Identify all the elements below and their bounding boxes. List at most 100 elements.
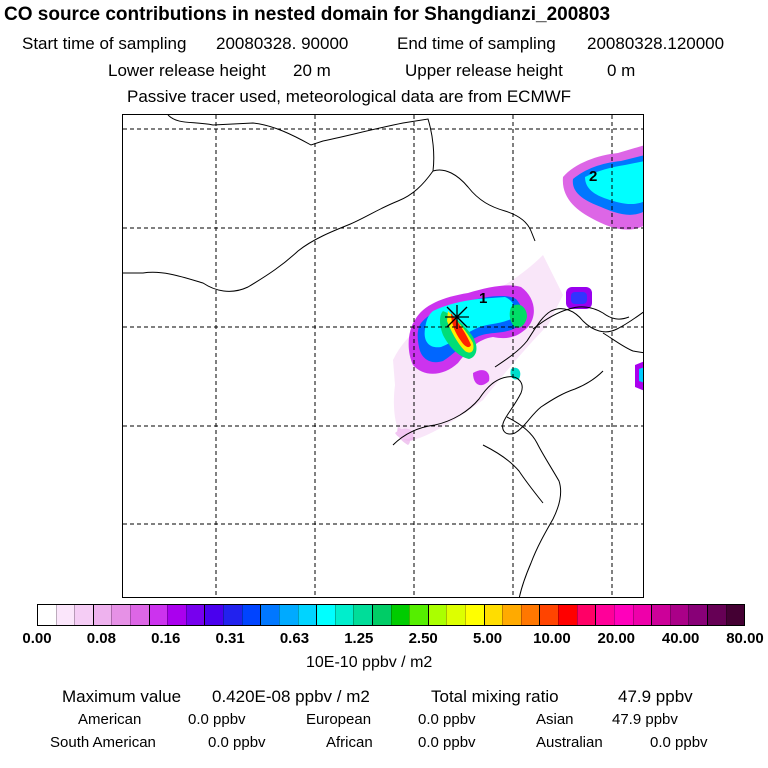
tracer-note: Passive tracer used, meteorological data… <box>127 87 572 106</box>
colorbar-segment <box>111 605 131 625</box>
figure-title: CO source contributions in nested domain… <box>4 4 611 25</box>
region-value-american: 0.0 ppbv <box>188 711 246 728</box>
colorbar-segment <box>167 605 186 625</box>
map-panel: 1 2 <box>122 114 644 598</box>
region-value-australian: 0.0 ppbv <box>650 734 708 751</box>
mongolia-border <box>123 115 435 292</box>
colorbar-tick-label: 5.00 <box>472 630 503 647</box>
colorbar-segment <box>576 605 596 625</box>
colorbar-tick-label: 40.00 <box>661 630 700 647</box>
region-value-south-american: 0.0 ppbv <box>208 734 266 751</box>
borders-coastlines <box>123 115 643 597</box>
korea-coast <box>602 332 643 354</box>
colorbar-segment <box>204 605 224 625</box>
colorbar-segment <box>74 605 93 625</box>
source-label-1: 1 <box>479 290 487 307</box>
bohai-coast-north <box>392 370 604 446</box>
colorbar-segment <box>706 605 726 625</box>
colorbar-segment <box>409 605 428 625</box>
colorbar-segment <box>278 605 298 625</box>
lower-height-value: 20 m <box>293 61 331 80</box>
colorbar-segment <box>632 605 652 625</box>
plume-spot-a-inner <box>571 292 587 304</box>
inland-border <box>482 444 544 504</box>
end-time-label: End time of sampling <box>397 34 556 53</box>
colorbar-segment <box>185 605 205 625</box>
total-mixing-label: Total mixing ratio <box>431 687 559 706</box>
colorbar-segment <box>558 605 577 625</box>
colorbar-tick-label: 0.31 <box>215 630 245 647</box>
star-cross-icon <box>445 305 469 329</box>
plume-small-south <box>473 370 490 386</box>
colorbar-segment <box>148 605 168 625</box>
region-value-asian: 47.9 ppbv <box>612 711 678 728</box>
region-name-african: African <box>326 734 373 751</box>
max-value: 0.420E-08 ppbv / m2 <box>212 687 370 706</box>
region-name-american: American <box>78 711 142 728</box>
colorbar-segment <box>297 605 317 625</box>
plume-east-blob <box>509 304 527 328</box>
start-time-label: Start time of sampling <box>22 34 187 53</box>
lower-height-label: Lower release height <box>108 61 266 80</box>
colorbar-tick-label: 10.00 <box>533 630 571 647</box>
colorbar-segment <box>613 605 633 625</box>
colorbar <box>37 604 745 626</box>
colorbar-segment <box>483 605 503 625</box>
plume-pink-west <box>395 428 414 440</box>
colorbar-segment <box>223 605 242 625</box>
region-name-south-american: South American <box>50 734 156 751</box>
liaodong-coast <box>532 306 630 330</box>
colorbar-segment <box>353 605 372 625</box>
plume-core <box>451 313 471 348</box>
colorbar-tick-label: 0.63 <box>279 630 310 647</box>
colorbar-segment <box>539 605 559 625</box>
colorbar-tick-label: 2.50 <box>408 630 438 647</box>
colorbar-segment <box>260 605 279 625</box>
colorbar-segment <box>427 605 447 625</box>
colorbar-segment <box>316 605 335 625</box>
region-value-african: 0.0 ppbv <box>418 734 476 751</box>
shandong-coast <box>506 416 562 597</box>
upper-height-label: Upper release height <box>405 61 563 80</box>
colorbar-segment <box>334 605 354 625</box>
region-name-european: European <box>306 711 372 728</box>
colorbar-tick-label: 80.00 <box>726 630 764 647</box>
colorbar-segment <box>520 605 540 625</box>
colorbar-unit: 10E-10 ppbv / m2 <box>306 654 433 671</box>
colorbar-segment <box>55 605 75 625</box>
colorbar-segment <box>371 605 391 625</box>
plume-east-edge-inner <box>639 367 643 383</box>
plume-layer <box>393 145 643 445</box>
colorbar-segment <box>446 605 466 625</box>
colorbar-segment <box>390 605 410 625</box>
colorbar-segment <box>595 605 614 625</box>
nei-mongol-border <box>432 169 536 242</box>
colorbar-segment <box>502 605 521 625</box>
colorbar-segment <box>669 605 689 625</box>
colorbar-tick-label: 1.25 <box>344 630 374 647</box>
source-label-2: 2 <box>589 168 597 185</box>
plume-ne-cyan <box>585 161 643 205</box>
colorbar-tick-label: 20.00 <box>597 630 636 647</box>
colorbar-tick-label: 0.16 <box>151 630 181 647</box>
map-canvas: 1 2 <box>123 115 643 597</box>
colorbar-segment <box>38 605 56 625</box>
colorbar-segment <box>688 605 707 625</box>
max-value-label: Maximum value <box>62 687 182 706</box>
start-time-value: 20080328. 90000 <box>216 34 349 53</box>
upper-height-value: 0 m <box>607 61 636 80</box>
colorbar-segment <box>725 605 745 625</box>
colorbar-tick-label: 0.00 <box>22 630 52 647</box>
colorbar-segment <box>465 605 484 625</box>
region-value-european: 0.0 ppbv <box>418 711 476 728</box>
colorbar-segment <box>651 605 670 625</box>
colorbar-segment <box>241 605 261 625</box>
graticule <box>123 115 643 597</box>
colorbar-segment <box>92 605 112 625</box>
region-name-asian: Asian <box>536 711 574 728</box>
colorbar-tick-label: 0.08 <box>86 630 116 647</box>
colorbar-segment <box>130 605 149 625</box>
bohai-coast-east <box>494 308 643 368</box>
region-name-australian: Australian <box>536 734 603 751</box>
end-time-value: 20080328.120000 <box>587 34 725 53</box>
